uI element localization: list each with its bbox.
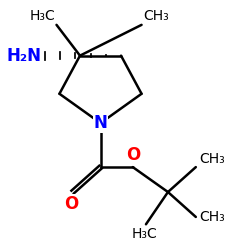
- Text: H₃C: H₃C: [29, 9, 55, 23]
- Text: CH₃: CH₃: [143, 9, 169, 23]
- Text: CH₃: CH₃: [199, 152, 224, 166]
- Text: H₂N: H₂N: [6, 47, 41, 65]
- Text: O: O: [64, 195, 78, 213]
- Text: O: O: [126, 146, 140, 164]
- Text: CH₃: CH₃: [199, 210, 224, 224]
- Text: H₃C: H₃C: [132, 227, 157, 241]
- Text: N: N: [94, 114, 108, 132]
